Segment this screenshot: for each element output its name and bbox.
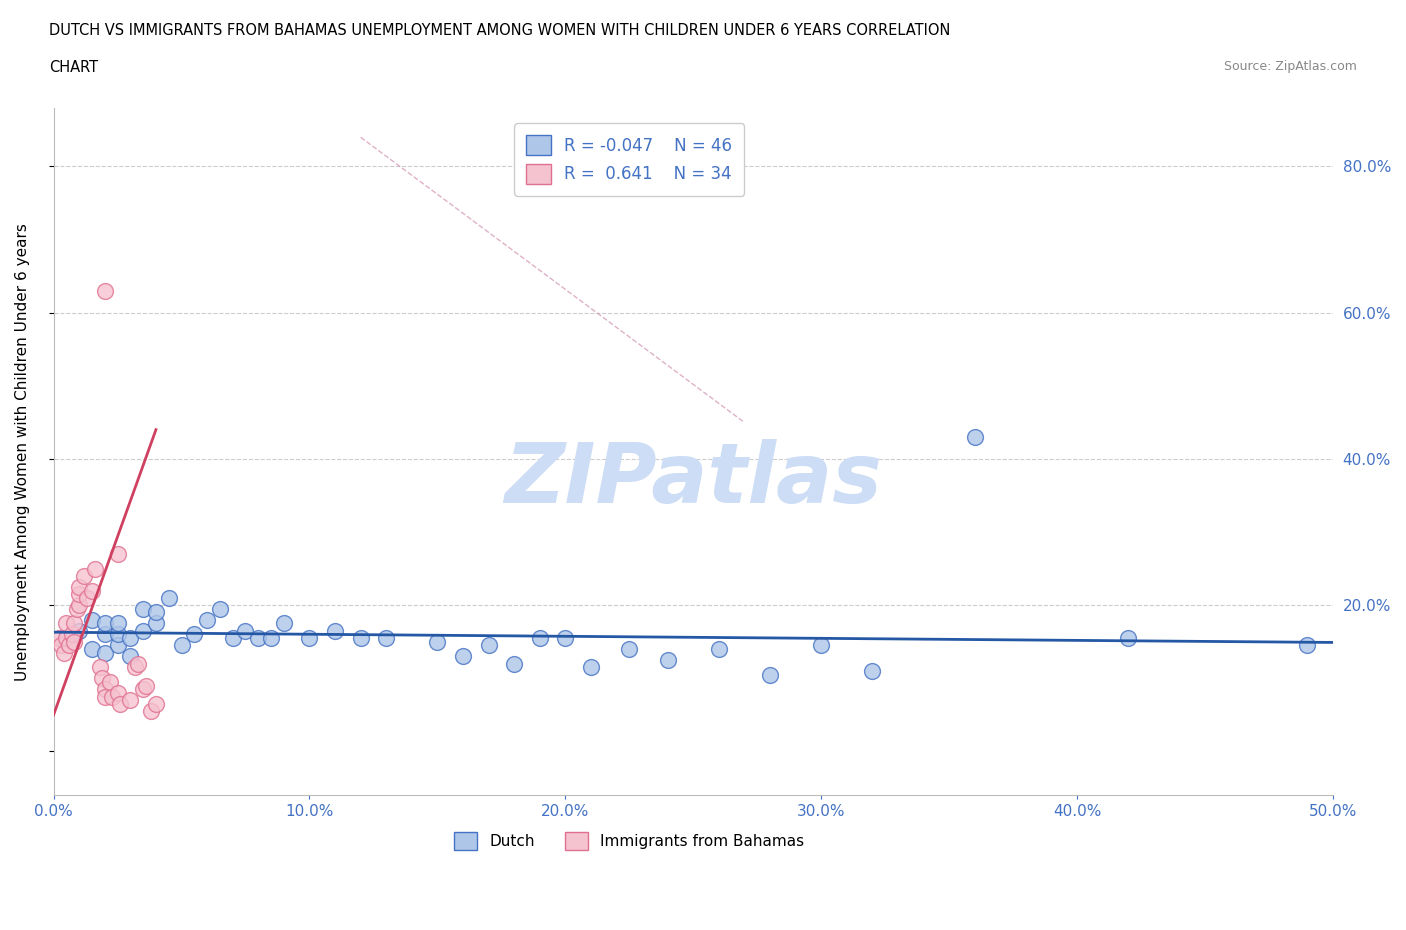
Point [707, 642, 730, 657]
Point [55, 616, 77, 631]
Point [375, 631, 398, 645]
Point [67, 623, 90, 638]
Point [235, 623, 257, 638]
Point [94, 616, 117, 631]
Point [55, 631, 77, 645]
Point [183, 627, 205, 642]
Point [51, 638, 73, 653]
Point [94, 627, 117, 642]
Text: Source: ZipAtlas.com: Source: ZipAtlas.com [1223, 60, 1357, 73]
Point [127, 657, 149, 671]
Text: CHART: CHART [49, 60, 98, 75]
Point [503, 657, 526, 671]
Point [91, 671, 114, 685]
Point [222, 631, 245, 645]
Point [94, 284, 117, 299]
Point [247, 631, 270, 645]
Point [157, 591, 180, 605]
Point [94, 645, 117, 660]
Point [58, 638, 80, 653]
Point [67, 579, 90, 594]
Point [132, 623, 155, 638]
Point [80, 583, 103, 598]
Text: ZIPatlas: ZIPatlas [505, 439, 882, 520]
Point [67, 587, 90, 602]
Point [63, 634, 86, 649]
Point [759, 667, 782, 682]
Point [98, 674, 121, 689]
Point [94, 689, 117, 704]
Text: DUTCH VS IMMIGRANTS FROM BAHAMAS UNEMPLOYMENT AMONG WOMEN WITH CHILDREN UNDER 6 : DUTCH VS IMMIGRANTS FROM BAHAMAS UNEMPLO… [49, 23, 950, 38]
Point [195, 612, 218, 627]
Point [170, 638, 193, 653]
Point [810, 638, 832, 653]
Point [451, 649, 474, 664]
Point [107, 547, 129, 562]
Point [73, 568, 96, 583]
Point [83, 561, 105, 576]
Point [145, 616, 167, 631]
Point [529, 631, 551, 645]
Point [94, 682, 117, 697]
Point [67, 598, 90, 613]
Point [107, 685, 129, 700]
Point [860, 663, 883, 678]
Point [89, 660, 111, 675]
Point [107, 638, 129, 653]
Point [108, 697, 131, 711]
Point [124, 660, 146, 675]
Point [145, 697, 167, 711]
Point [426, 634, 449, 649]
Point [80, 642, 103, 657]
Point [120, 693, 142, 708]
Point [657, 653, 679, 668]
Point [60, 627, 83, 642]
Point [55, 631, 77, 645]
Point [963, 430, 986, 445]
Point [101, 689, 124, 704]
Point [63, 616, 86, 631]
Point [76, 591, 98, 605]
Point [107, 616, 129, 631]
Point [139, 704, 162, 719]
Point [349, 631, 371, 645]
Point [1296, 638, 1319, 653]
Point [260, 631, 283, 645]
Y-axis label: Unemployment Among Women with Children Under 6 years: Unemployment Among Women with Children U… [15, 222, 30, 681]
Point [298, 631, 321, 645]
Point [132, 602, 155, 617]
Point [66, 602, 89, 617]
Point [52, 645, 75, 660]
Point [145, 605, 167, 620]
Point [48, 631, 70, 645]
Point [80, 612, 103, 627]
Point [132, 682, 155, 697]
Legend: Dutch, Immigrants from Bahamas: Dutch, Immigrants from Bahamas [449, 826, 811, 857]
Point [107, 627, 129, 642]
Point [579, 660, 602, 675]
Point [323, 623, 346, 638]
Point [477, 638, 499, 653]
Point [120, 631, 142, 645]
Point [1116, 631, 1139, 645]
Point [554, 631, 576, 645]
Point [619, 642, 641, 657]
Point [273, 616, 295, 631]
Point [120, 649, 142, 664]
Point [135, 678, 157, 693]
Point [208, 602, 231, 617]
